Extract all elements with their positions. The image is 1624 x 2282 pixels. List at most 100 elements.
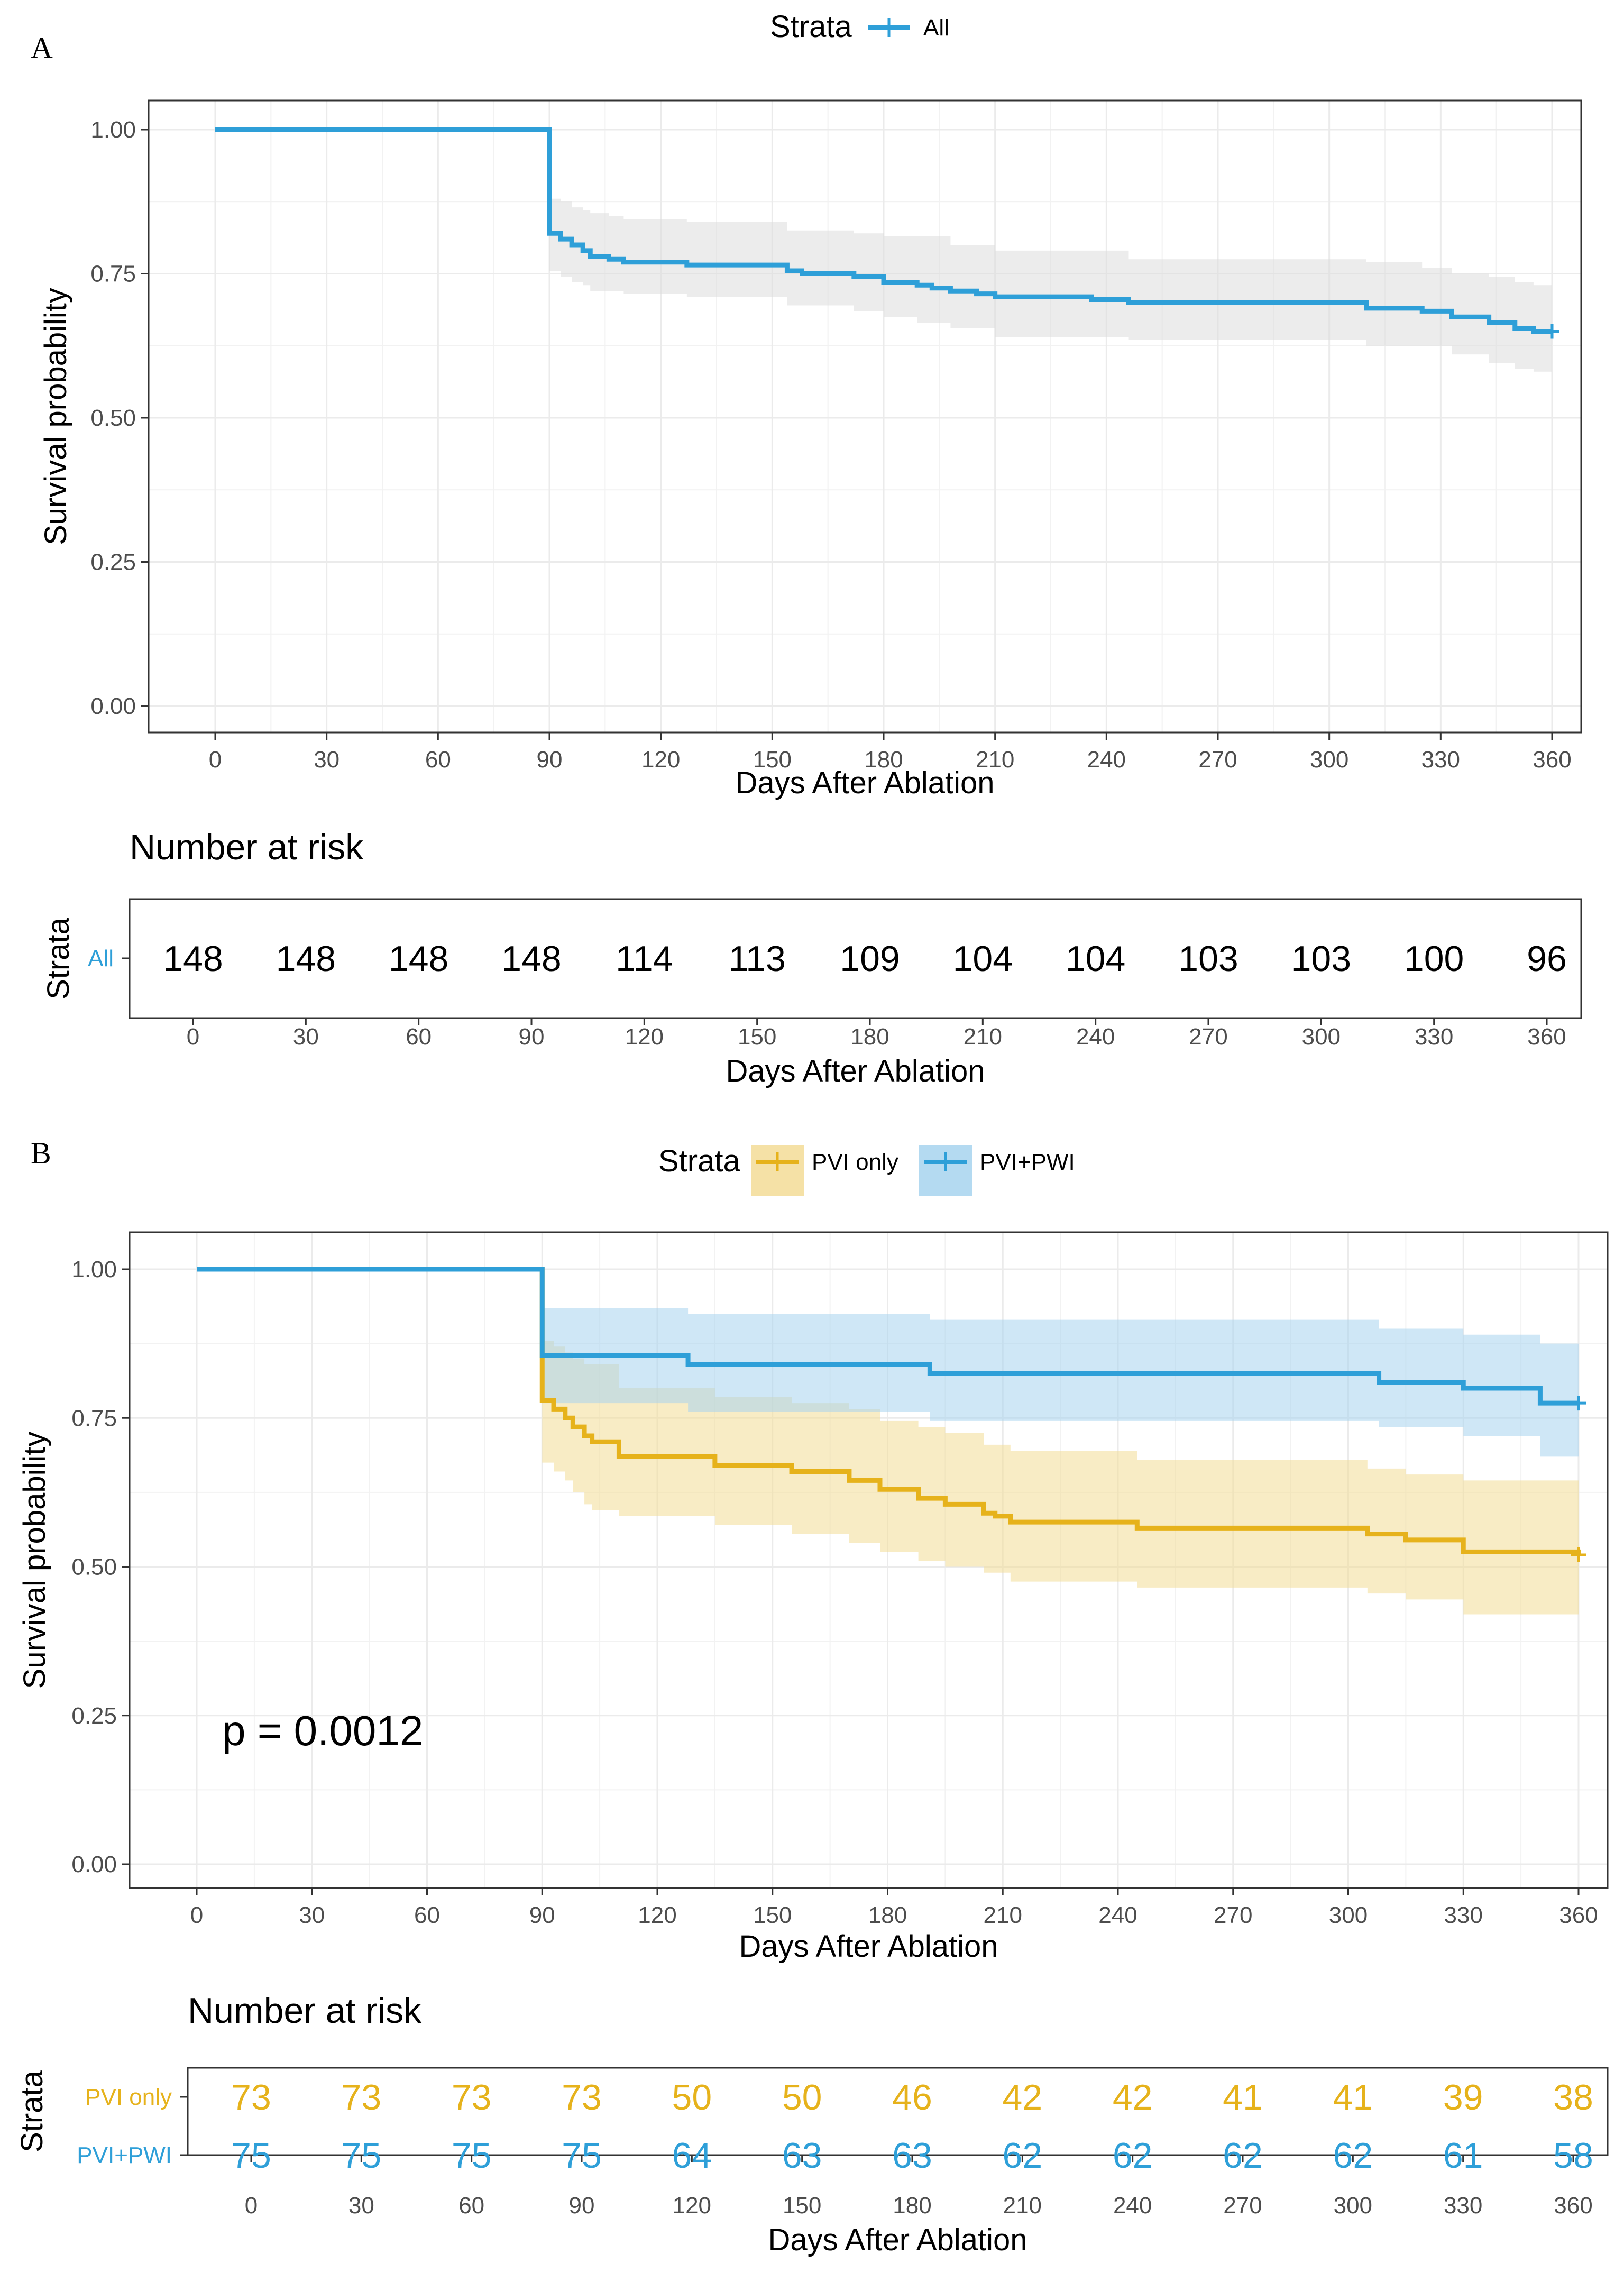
risk-x-tick-label: 330 xyxy=(1444,2193,1482,2219)
x-axis-title: Days After Ablation xyxy=(735,766,994,800)
risk-x-tick-label: 120 xyxy=(625,1024,664,1050)
legend-title: Strata xyxy=(770,10,852,44)
x-tick-label: 360 xyxy=(1559,1902,1598,1928)
censor-mark-all xyxy=(1545,324,1559,339)
y-tick-label: 0.50 xyxy=(71,1554,117,1580)
survival-plot-a: 0 30 60 90 120 150 180 210 240 270 300 330 360 0.00 0.… xyxy=(39,10,1582,800)
risk-value-pvi-only: 73 xyxy=(231,2077,271,2118)
risk-x-tick-label: 300 xyxy=(1334,2193,1372,2219)
risk-x-tick-label: 150 xyxy=(738,1024,776,1050)
risk-value-pvi-only: 50 xyxy=(782,2077,822,2118)
risk-value-pvi-only: 38 xyxy=(1553,2077,1593,2118)
x-tick-label: 240 xyxy=(1098,1902,1137,1928)
risk-table-b: Number at risk 73 73 73 73 50 50 46 42 42 41 41 39 38… xyxy=(15,1991,1609,2257)
x-tick-label: 60 xyxy=(414,1902,440,1928)
risk-x-tick-label: 60 xyxy=(458,2193,484,2219)
y-axis-title: Survival probability xyxy=(17,1432,52,1689)
plot-frame xyxy=(148,99,1582,734)
x-tick-label: 180 xyxy=(864,747,903,773)
risk-x-tick-label: 150 xyxy=(783,2193,821,2219)
risk-x-tick-label: 90 xyxy=(569,2193,595,2219)
risk-value-all: 96 xyxy=(1527,939,1567,979)
risk-x-tick-label: 180 xyxy=(850,1024,889,1050)
risk-x-tick-label: 180 xyxy=(893,2193,931,2219)
risk-row-label-all: All xyxy=(88,946,114,972)
risk-x-tick-label: 120 xyxy=(673,2193,711,2219)
legend-label-pvi-only: PVI only xyxy=(812,1149,898,1175)
risk-x-tick-label: 330 xyxy=(1415,1024,1453,1050)
risk-x-tick-label: 270 xyxy=(1189,1024,1227,1050)
x-tick-label: 330 xyxy=(1444,1902,1483,1928)
risk-row-label-pvi-only: PVI only xyxy=(85,2084,172,2110)
risk-x-tick-label: 240 xyxy=(1113,2193,1152,2219)
risk-value-all: 148 xyxy=(163,939,223,979)
x-tick-label: 300 xyxy=(1329,1902,1368,1928)
risk-x-tick-label: 90 xyxy=(519,1024,545,1050)
y-axis-title: Survival probability xyxy=(39,288,73,545)
risk-table-frame xyxy=(187,2067,1609,2156)
legend-label-pvi-pwi: PVI+PWI xyxy=(980,1149,1075,1175)
survival-line-pvi-only xyxy=(197,1267,1581,1555)
risk-value-all: 104 xyxy=(953,939,1013,979)
y-tick-label: 1.00 xyxy=(71,1257,117,1282)
risk-value-pvi-only: 73 xyxy=(562,2077,602,2118)
risk-value-all: 103 xyxy=(1291,939,1351,979)
risk-value-all: 109 xyxy=(840,939,900,979)
risk-value-pvi-only: 41 xyxy=(1333,2077,1373,2118)
x-tick-label: 270 xyxy=(1198,747,1237,773)
legend-title: Strata xyxy=(658,1144,740,1178)
y-tick-label: 0.25 xyxy=(71,1703,117,1729)
risk-value-pvi-only: 46 xyxy=(892,2077,932,2118)
x-tick-label: 150 xyxy=(753,1902,792,1928)
x-tick-label: 360 xyxy=(1533,747,1571,773)
survival-line-all xyxy=(215,127,1552,334)
risk-y-axis-title: Strata xyxy=(41,917,76,999)
x-tick-label: 210 xyxy=(984,1902,1022,1928)
plot-frame xyxy=(129,1231,1609,1889)
risk-value-all: 114 xyxy=(616,939,673,979)
survival-plot-b: 0 30 60 90 120 150 180 210 240 270 300 330 360 0.00 0.… xyxy=(17,1144,1609,1964)
risk-x-tick-label: 30 xyxy=(293,1024,319,1050)
plot-background xyxy=(149,100,1581,732)
risk-value-all: 148 xyxy=(501,939,561,979)
x-tick-label: 330 xyxy=(1421,747,1460,773)
x-tick-label: 300 xyxy=(1310,747,1348,773)
risk-value-all: 113 xyxy=(728,939,785,979)
y-tick-label: 0.75 xyxy=(71,1405,117,1431)
risk-table-title: Number at risk xyxy=(188,1991,422,2031)
censor-mark-pvi-pwi xyxy=(1571,1396,1586,1411)
y-tick-label: 0.00 xyxy=(90,693,136,719)
x-tick-label: 90 xyxy=(537,747,563,773)
risk-value-pvi-only: 50 xyxy=(672,2077,712,2118)
risk-x-axis-title: Days After Ablation xyxy=(768,2223,1027,2257)
risk-x-tick-label: 0 xyxy=(245,2193,258,2219)
risk-value-all: 148 xyxy=(276,939,336,979)
x-tick-label: 270 xyxy=(1214,1902,1252,1928)
risk-value-pvi-only: 73 xyxy=(342,2077,382,2118)
x-tick-label: 30 xyxy=(299,1902,325,1928)
risk-value-pvi-only: 41 xyxy=(1223,2077,1263,2118)
x-tick-label: 0 xyxy=(190,1902,203,1928)
risk-x-tick-label: 210 xyxy=(964,1024,1002,1050)
risk-x-axis-title: Days After Ablation xyxy=(726,1054,985,1088)
legend-label-all: All xyxy=(923,15,949,41)
y-tick-label: 0.25 xyxy=(90,549,136,575)
x-tick-label: 180 xyxy=(868,1902,907,1928)
risk-table-title: Number at risk xyxy=(130,827,364,867)
x-tick-label: 210 xyxy=(976,747,1014,773)
risk-x-tick-label: 0 xyxy=(187,1024,199,1050)
risk-x-tick-label: 60 xyxy=(406,1024,432,1050)
panel-label-b: B xyxy=(31,1136,51,1170)
risk-x-tick-label: 210 xyxy=(1003,2193,1042,2219)
x-axis-title: Days After Ablation xyxy=(739,1929,998,1964)
y-tick-label: 0.00 xyxy=(71,1852,117,1877)
y-tick-label: 0.50 xyxy=(90,405,136,431)
risk-y-axis-title: Strata xyxy=(15,2070,49,2152)
risk-value-all: 104 xyxy=(1066,939,1125,979)
x-tick-label: 120 xyxy=(641,747,680,773)
risk-value-all: 103 xyxy=(1178,939,1238,979)
risk-x-tick-label: 240 xyxy=(1076,1024,1115,1050)
x-tick-label: 30 xyxy=(314,747,340,773)
ci-band-all xyxy=(215,130,1552,372)
